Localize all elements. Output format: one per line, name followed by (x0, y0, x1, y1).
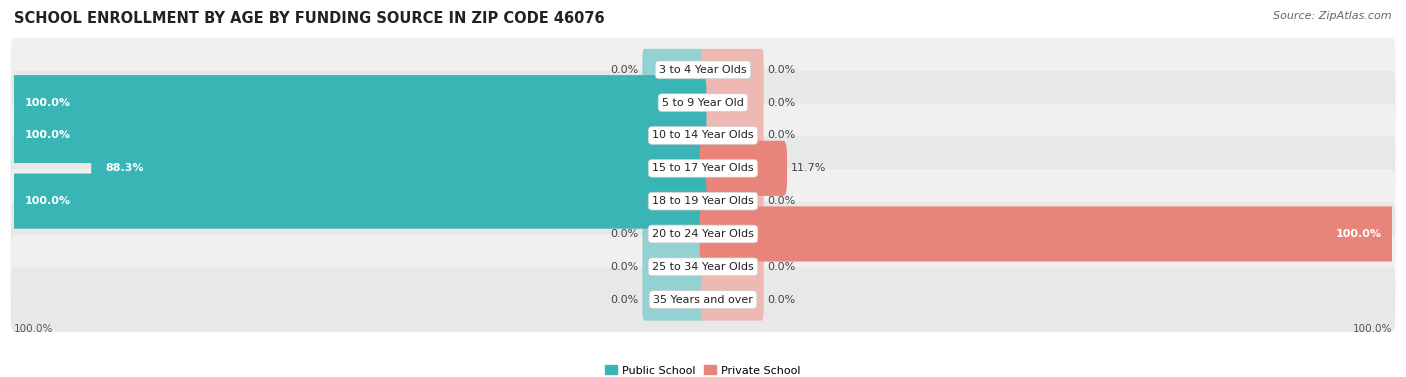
Text: 100.0%: 100.0% (14, 324, 53, 334)
Text: 100.0%: 100.0% (24, 98, 70, 108)
Text: 0.0%: 0.0% (768, 196, 796, 206)
Text: 15 to 17 Year Olds: 15 to 17 Year Olds (652, 163, 754, 173)
Legend: Public School, Private School: Public School, Private School (600, 361, 806, 377)
FancyBboxPatch shape (643, 213, 704, 255)
Text: 25 to 34 Year Olds: 25 to 34 Year Olds (652, 262, 754, 272)
Text: 0.0%: 0.0% (768, 130, 796, 141)
FancyBboxPatch shape (11, 75, 706, 130)
FancyBboxPatch shape (702, 115, 763, 156)
Text: 88.3%: 88.3% (105, 163, 143, 173)
FancyBboxPatch shape (11, 202, 1395, 266)
FancyBboxPatch shape (702, 279, 763, 320)
FancyBboxPatch shape (11, 234, 1395, 299)
Text: 0.0%: 0.0% (610, 65, 638, 75)
FancyBboxPatch shape (11, 267, 1395, 332)
Text: 20 to 24 Year Olds: 20 to 24 Year Olds (652, 229, 754, 239)
Text: 10 to 14 Year Olds: 10 to 14 Year Olds (652, 130, 754, 141)
FancyBboxPatch shape (11, 70, 1395, 135)
FancyBboxPatch shape (11, 169, 1395, 233)
Text: 0.0%: 0.0% (768, 98, 796, 108)
FancyBboxPatch shape (11, 173, 706, 229)
FancyBboxPatch shape (11, 108, 706, 163)
FancyBboxPatch shape (702, 49, 763, 91)
Text: 18 to 19 Year Olds: 18 to 19 Year Olds (652, 196, 754, 206)
Text: SCHOOL ENROLLMENT BY AGE BY FUNDING SOURCE IN ZIP CODE 46076: SCHOOL ENROLLMENT BY AGE BY FUNDING SOUR… (14, 11, 605, 26)
FancyBboxPatch shape (643, 49, 704, 91)
FancyBboxPatch shape (700, 141, 787, 196)
Text: 100.0%: 100.0% (1336, 229, 1382, 239)
Text: 100.0%: 100.0% (24, 196, 70, 206)
FancyBboxPatch shape (91, 141, 706, 196)
FancyBboxPatch shape (702, 180, 763, 222)
Text: 0.0%: 0.0% (610, 294, 638, 305)
Text: 0.0%: 0.0% (610, 262, 638, 272)
FancyBboxPatch shape (700, 206, 1395, 262)
Text: 3 to 4 Year Olds: 3 to 4 Year Olds (659, 65, 747, 75)
FancyBboxPatch shape (702, 246, 763, 288)
FancyBboxPatch shape (643, 279, 704, 320)
FancyBboxPatch shape (643, 246, 704, 288)
Text: 5 to 9 Year Old: 5 to 9 Year Old (662, 98, 744, 108)
Text: 0.0%: 0.0% (768, 262, 796, 272)
Text: 0.0%: 0.0% (610, 229, 638, 239)
FancyBboxPatch shape (11, 103, 1395, 168)
Text: 0.0%: 0.0% (768, 294, 796, 305)
Text: 11.7%: 11.7% (790, 163, 825, 173)
FancyBboxPatch shape (11, 136, 1395, 201)
FancyBboxPatch shape (702, 82, 763, 124)
Text: 35 Years and over: 35 Years and over (652, 294, 754, 305)
Text: Source: ZipAtlas.com: Source: ZipAtlas.com (1274, 11, 1392, 21)
FancyBboxPatch shape (11, 38, 1395, 102)
Text: 100.0%: 100.0% (24, 130, 70, 141)
Text: 0.0%: 0.0% (768, 65, 796, 75)
Text: 100.0%: 100.0% (1353, 324, 1392, 334)
